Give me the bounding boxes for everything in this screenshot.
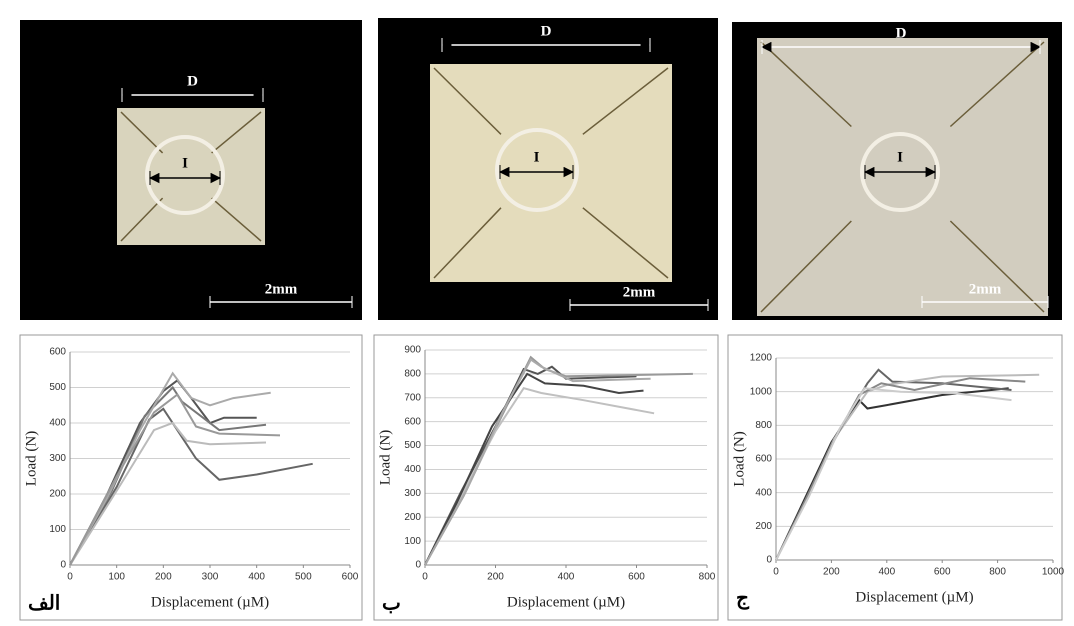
hole-label: I bbox=[182, 155, 188, 171]
x-tick-label: 200 bbox=[823, 567, 840, 578]
x-tick-label: 600 bbox=[934, 567, 951, 578]
x-tick-label: 100 bbox=[108, 572, 125, 583]
y-axis-label: Load (N) bbox=[377, 430, 393, 485]
y-tick-label: 1000 bbox=[750, 386, 773, 397]
figure: D I 2mm D I 2mm D I 2mm 0 100 200 300 400 500 600 0 100 20… bbox=[0, 0, 1074, 626]
y-tick-label: 600 bbox=[404, 416, 421, 427]
y-tick-label: 800 bbox=[404, 369, 421, 380]
x-tick-label: 400 bbox=[558, 572, 575, 583]
x-tick-label: 200 bbox=[155, 572, 172, 583]
y-tick-label: 500 bbox=[49, 382, 66, 393]
x-tick-label: 0 bbox=[773, 567, 779, 578]
x-tick-label: 600 bbox=[628, 572, 645, 583]
x-tick-label: 300 bbox=[202, 572, 219, 583]
y-axis-label: Load (N) bbox=[731, 431, 747, 486]
panel-label: الف bbox=[28, 593, 60, 615]
x-axis-label: Displacement (µM) bbox=[151, 594, 269, 610]
y-tick-label: 900 bbox=[404, 345, 421, 356]
hole-label: I bbox=[897, 149, 903, 165]
y-tick-label: 600 bbox=[755, 454, 772, 465]
scale-label: 2mm bbox=[265, 281, 298, 297]
dimension-label: D bbox=[187, 73, 198, 89]
panel-label: ج bbox=[736, 588, 750, 611]
y-tick-label: 400 bbox=[404, 464, 421, 475]
y-tick-label: 400 bbox=[49, 418, 66, 429]
y-tick-label: 200 bbox=[755, 521, 772, 532]
x-tick-label: 400 bbox=[878, 567, 895, 578]
x-tick-label: 1000 bbox=[1042, 567, 1065, 578]
dimension-label: D bbox=[896, 25, 907, 41]
y-tick-label: 600 bbox=[49, 347, 66, 358]
x-tick-label: 400 bbox=[248, 572, 265, 583]
x-tick-label: 600 bbox=[342, 572, 359, 583]
x-tick-label: 0 bbox=[422, 572, 428, 583]
y-tick-label: 100 bbox=[49, 524, 66, 535]
y-tick-label: 0 bbox=[60, 560, 66, 571]
y-tick-label: 0 bbox=[415, 560, 421, 571]
scale-label: 2mm bbox=[623, 284, 656, 300]
y-tick-label: 0 bbox=[766, 555, 772, 566]
specimen bbox=[430, 64, 672, 282]
x-tick-label: 500 bbox=[295, 572, 312, 583]
x-tick-label: 200 bbox=[487, 572, 504, 583]
x-tick-label: 800 bbox=[989, 567, 1006, 578]
y-tick-label: 500 bbox=[404, 440, 421, 451]
x-axis-label: Displacement (µM) bbox=[507, 594, 625, 610]
x-axis-label: Displacement (µM) bbox=[855, 589, 973, 605]
y-tick-label: 300 bbox=[49, 453, 66, 464]
y-tick-label: 400 bbox=[755, 487, 772, 498]
scale-label: 2mm bbox=[969, 281, 1002, 297]
y-tick-label: 300 bbox=[404, 488, 421, 499]
y-axis-label: Load (N) bbox=[23, 431, 39, 486]
y-tick-label: 100 bbox=[404, 536, 421, 547]
y-tick-label: 200 bbox=[404, 512, 421, 523]
y-tick-label: 1200 bbox=[750, 353, 773, 364]
x-tick-label: 800 bbox=[699, 572, 716, 583]
hole-label: I bbox=[534, 149, 540, 165]
page: {"chart_data": [ {"type": "line", "panel… bbox=[0, 0, 1074, 626]
panel-label: ب bbox=[382, 593, 401, 615]
dimension-label: D bbox=[541, 23, 552, 39]
y-tick-label: 700 bbox=[404, 392, 421, 403]
x-tick-label: 0 bbox=[67, 572, 73, 583]
y-tick-label: 800 bbox=[755, 420, 772, 431]
y-tick-label: 200 bbox=[49, 489, 66, 500]
